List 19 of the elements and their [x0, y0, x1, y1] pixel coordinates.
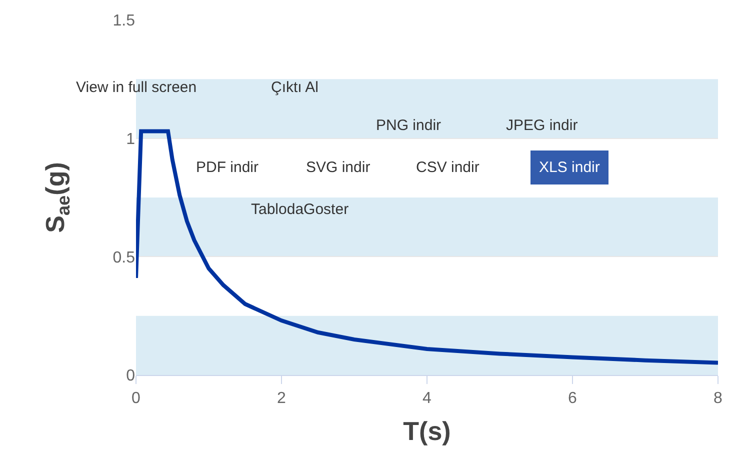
- annotation: TablodaGoster: [251, 201, 349, 218]
- annotation: PNG indir: [376, 117, 442, 134]
- annotation: PDF indir: [196, 159, 259, 176]
- annotation: JPEG indir: [506, 117, 578, 134]
- y-tick-label: 0.5: [112, 249, 136, 266]
- line-series: [136, 129, 718, 365]
- x-tick-label: 2: [277, 390, 286, 408]
- annotation: SVG indir: [306, 159, 370, 176]
- annotation: XLS indir: [539, 159, 600, 176]
- x-axis-title: T(s): [403, 416, 451, 446]
- annotation: Çıktı Al: [271, 79, 319, 96]
- y-tick-label: 1.5: [112, 12, 136, 30]
- annotation: View in full screen: [76, 79, 197, 96]
- x-tick-label: 6: [568, 390, 578, 408]
- y-tick-label: 1: [126, 130, 136, 148]
- x-tick-label: 4: [422, 390, 432, 408]
- x-tick-label: 8: [714, 390, 723, 408]
- annotation: CSV indir: [416, 159, 480, 176]
- y-tick-label: 0: [126, 368, 136, 385]
